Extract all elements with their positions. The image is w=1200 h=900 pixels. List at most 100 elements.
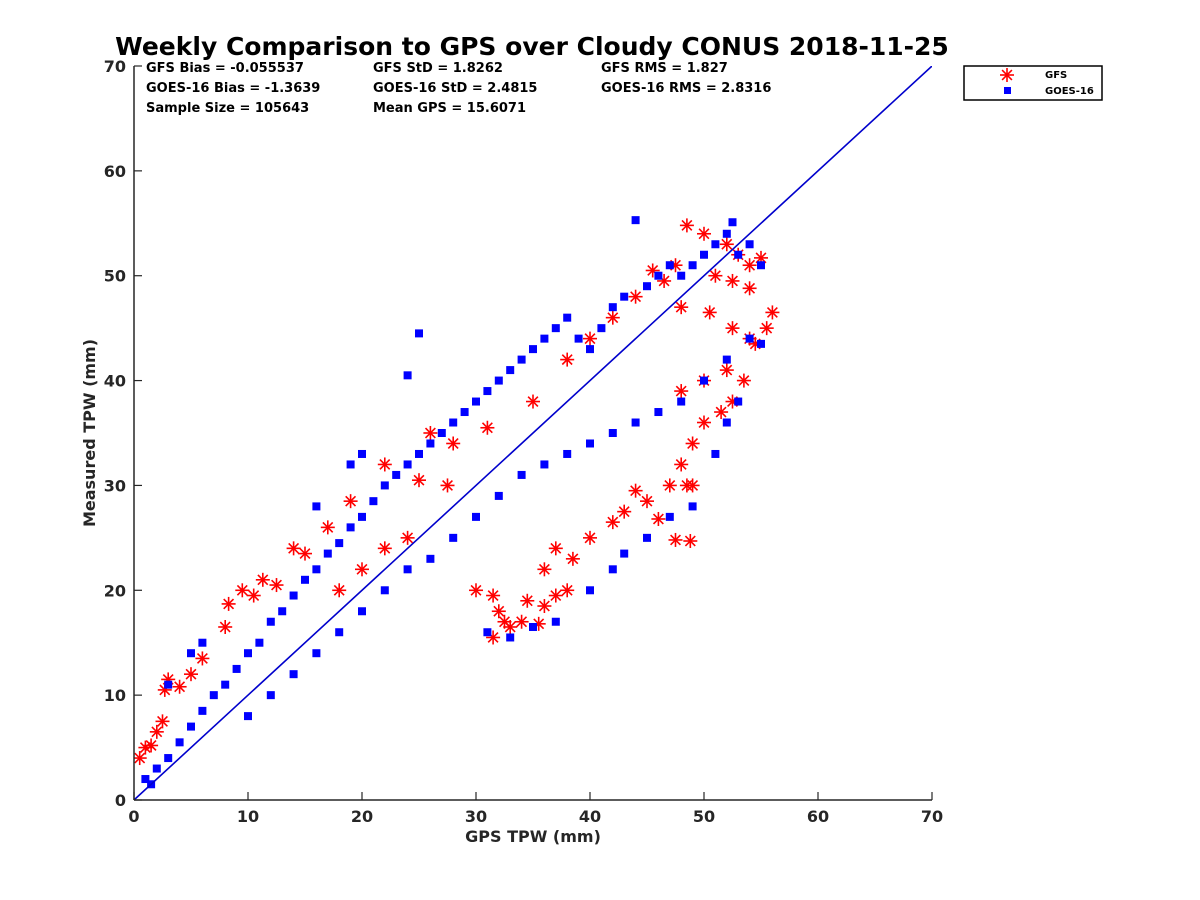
goes16-point [312, 565, 321, 574]
gfs-point [708, 268, 723, 283]
goes16-point [688, 261, 697, 270]
x-tick-label: 50 [693, 807, 715, 826]
goes16-point [643, 282, 651, 291]
goes16-point [312, 502, 321, 511]
legend-marker-goes16 [1004, 87, 1011, 94]
gfs-point [548, 588, 563, 603]
gfs-point [446, 436, 461, 451]
y-tick-label: 60 [104, 162, 126, 181]
goes16-point [460, 408, 469, 417]
goes16-point [745, 240, 754, 249]
goes16-point [608, 565, 617, 574]
chart-title: Weekly Comparison to GPS over Cloudy CON… [115, 32, 949, 61]
gfs-point [605, 310, 620, 325]
axes: 0 10 20 30 40 50 60 70 0 10 20 30 40 50 60 70 [104, 57, 943, 826]
gfs-point [765, 305, 780, 320]
gfs-point [548, 541, 563, 556]
gfs-point [560, 583, 575, 598]
gfs-point [697, 226, 711, 241]
goes16-point [472, 512, 480, 521]
gfs-point [486, 588, 501, 603]
gfs-point [255, 572, 270, 587]
gfs-point [377, 541, 392, 556]
goes16-point [483, 628, 492, 637]
legend-marker-gfs [1000, 68, 1014, 82]
goes16-point [164, 754, 173, 763]
x-axis-label: GPS TPW (mm) [465, 827, 601, 846]
goes16-point [608, 303, 617, 312]
reference-line [134, 66, 932, 800]
gfs-point [742, 258, 757, 273]
gfs-point [480, 420, 495, 435]
goes16-point [449, 533, 458, 542]
gfs-point [138, 740, 153, 755]
x-tick-label: 40 [579, 807, 601, 826]
gfs-point [218, 619, 233, 634]
gfs-point [560, 352, 575, 367]
gfs-point [537, 599, 552, 614]
goes16-point [289, 670, 298, 679]
goes16-point [722, 229, 731, 238]
y-tick-label: 50 [104, 267, 126, 286]
goes16-point [517, 470, 526, 479]
goes16-point [232, 664, 241, 673]
goes16-point [198, 638, 207, 647]
goes16-point [597, 324, 606, 333]
gfs-point [685, 478, 700, 493]
goes16-point [198, 706, 207, 715]
annotation-goes16-bias: GOES-16 Bias = -1.3639 [146, 81, 320, 96]
goes16-point [187, 722, 195, 731]
goes16-point [757, 261, 765, 270]
gfs-point [617, 504, 632, 519]
gfs-point [583, 530, 597, 545]
gfs-point [286, 541, 301, 556]
goes16-point [551, 324, 560, 333]
goes16-point [358, 607, 366, 616]
goes16-point [608, 429, 617, 437]
gfs-point [719, 237, 734, 252]
gfs-point [400, 530, 415, 545]
goes16-point [209, 691, 218, 700]
goes16-point [175, 738, 184, 747]
goes16-point [426, 554, 435, 563]
gfs-point [491, 604, 506, 619]
x-tick-label: 60 [807, 807, 829, 826]
gfs-point [149, 724, 164, 739]
legend[interactable]: GFS GOES-16 [963, 65, 1103, 101]
goes16-point [700, 376, 708, 385]
goes16-point [278, 607, 287, 616]
goes16-point [346, 460, 355, 469]
goes16-point [346, 523, 355, 532]
goes16-point [688, 502, 697, 511]
goes16-point [289, 591, 298, 600]
gfs-point [355, 562, 369, 577]
x-tick-label: 30 [465, 807, 487, 826]
x-tick-label: 20 [351, 807, 373, 826]
goes16-point [529, 622, 537, 631]
gfs-point [651, 511, 666, 526]
gfs-point [714, 405, 729, 420]
goes16-point [506, 633, 515, 642]
gfs-point [628, 289, 643, 304]
gfs-point [469, 583, 483, 598]
goes16-point [728, 218, 737, 227]
goes16-point [244, 712, 252, 721]
goes16-point [711, 240, 720, 249]
gfs-point [668, 532, 683, 547]
goes16-point [643, 533, 651, 542]
gfs-point [440, 478, 455, 493]
goes16-point [677, 271, 686, 280]
goes16-point [403, 460, 412, 469]
gfs-point [195, 651, 210, 666]
legend-box [963, 65, 1103, 101]
gfs-point [423, 426, 438, 440]
gfs-point [221, 596, 236, 611]
gfs-point [674, 300, 689, 315]
gfs-point [269, 578, 284, 593]
goes16-point [563, 313, 572, 322]
statistics-annotations: GFS Bias = -0.055537 GFS StD = 1.8262 GF… [146, 61, 771, 116]
gfs-point [583, 331, 597, 346]
gfs-point [246, 588, 261, 603]
goes16-point [700, 250, 708, 259]
